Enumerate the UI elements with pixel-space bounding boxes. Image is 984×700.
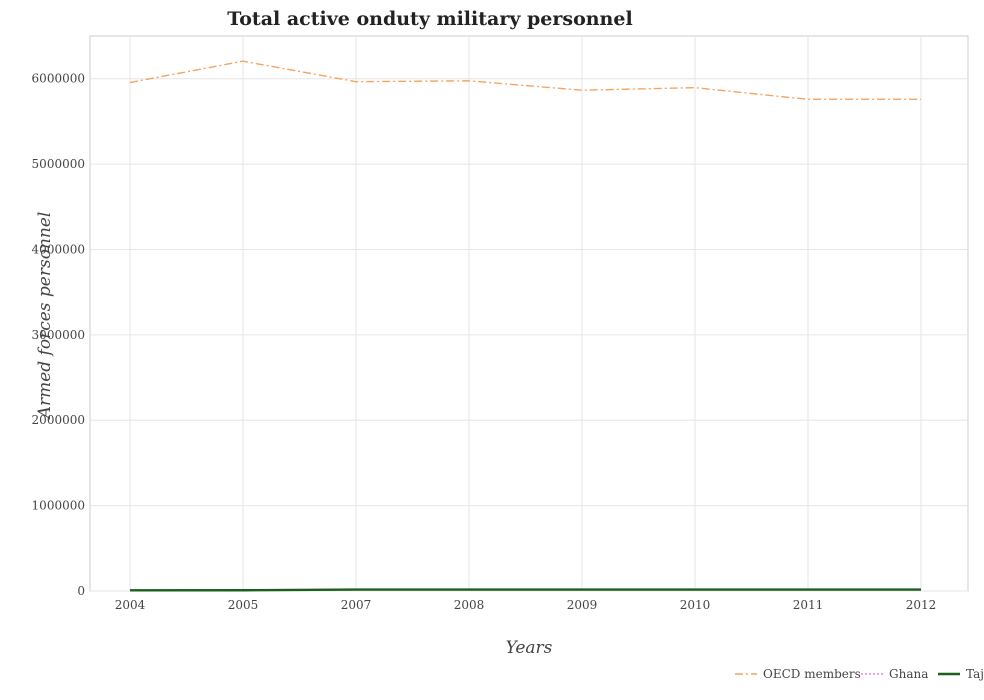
x-tick-label: 2011 [793,598,824,612]
y-ticks: 0 1000000 2000000 3000000 4000000 5000000 6000… [32,72,85,598]
x-tick-label: 2008 [454,598,485,612]
x-axis-label: Years [506,638,553,658]
legend: OECD members Ghana Tajikistan [735,667,984,681]
y-tick-label: 3000000 [32,328,85,342]
x-tick-label: 2004 [115,598,146,612]
series-lines [129,60,921,592]
legend-label: Ghana [889,667,928,681]
y-tick-label: 0 [77,584,85,598]
x-tick-label: 2005 [228,598,259,612]
chart-title: Total active onduty military personnel [227,8,632,30]
x-ticks: 2004 2005 2007 2008 2009 2010 2011 2012 [115,598,937,612]
y-tick-label: 5000000 [32,157,85,171]
grid [90,36,968,592]
y-tick-label: 6000000 [32,72,85,86]
y-tick-label: 2000000 [32,413,85,427]
y-tick-label: 4000000 [32,242,85,256]
x-tick-label: 2007 [341,598,372,612]
y-axis-label: Armed forces personnel [35,212,55,421]
series-line-tajikistan [129,588,921,592]
x-tick-label: 2012 [906,598,937,612]
legend-label: Tajikistan [966,667,984,681]
y-tick-label: 1000000 [32,499,85,513]
plot-area [89,35,969,592]
x-tick-label: 2010 [680,598,711,612]
series-line-oecd-members [129,60,921,101]
legend-label: OECD members [763,667,861,681]
x-tick-label: 2009 [567,598,598,612]
